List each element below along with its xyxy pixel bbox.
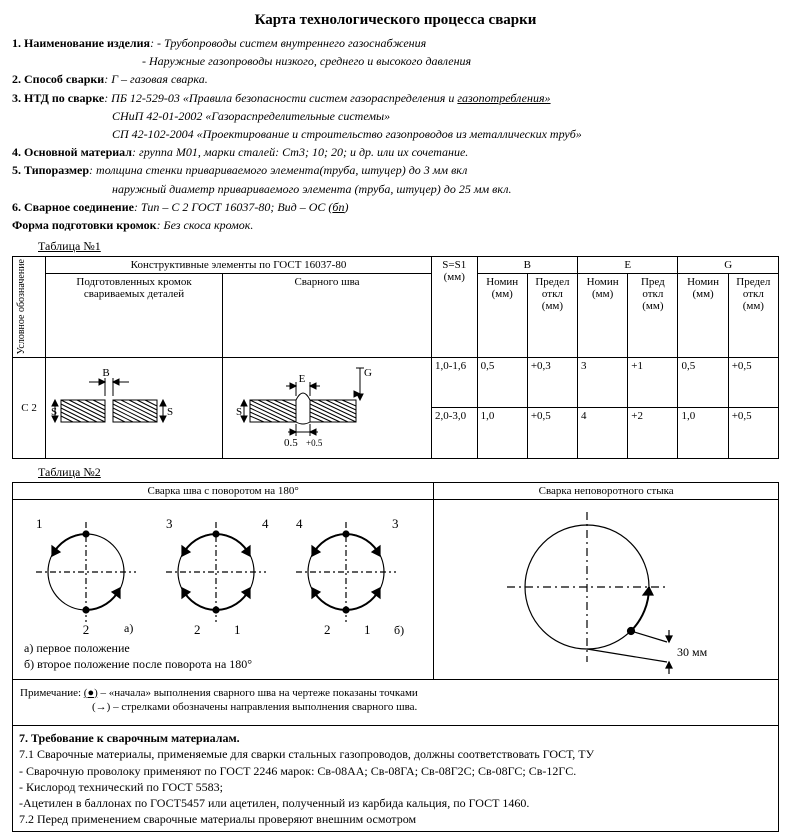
t1-r0-ep: +1 [628, 357, 678, 408]
t1-r1-s: 2,0-3,0 [431, 408, 477, 459]
header-line: - Наружные газопроводы низкого, среднего… [142, 53, 779, 69]
svg-text:б): б) [394, 623, 404, 637]
t1-b-nomin: Номин (мм) [477, 274, 527, 357]
t1-r1-gp: +0,5 [728, 408, 778, 459]
header-line: 2. Способ сварки: Г – газовая сварка. [12, 71, 779, 87]
s7-l1: - Сварочную проволоку применяют по ГОСТ … [19, 763, 772, 779]
t1-sub1: Подготовленных кромок свариваемых детале… [46, 274, 223, 357]
header-line: Форма подготовки кромок: Без скоса кромо… [12, 217, 779, 233]
svg-text:4: 4 [262, 516, 269, 531]
section-7: 7. Требование к сварочным материалам. 7.… [12, 726, 779, 832]
t1-group-e: Е [578, 257, 678, 274]
t1-g-pred: Предел откл (мм) [728, 274, 778, 357]
svg-text:2: 2 [194, 622, 201, 637]
t1-r1-gn: 1,0 [678, 408, 728, 459]
svg-text:S: S [167, 406, 173, 418]
t1-r1-bn: 1,0 [477, 408, 527, 459]
t2-note-cell: Примечание: (●) – «начала» выполнения св… [13, 679, 779, 726]
header-line: СП 42-102-2004 «Проектирование и строите… [112, 126, 779, 142]
page-title: Карта технологического процесса сварки [12, 12, 779, 29]
svg-text:S: S [236, 406, 242, 418]
svg-text:а) первое положение: а) первое положение [24, 641, 130, 655]
t1-r0-s: 1,0-1,6 [431, 357, 477, 408]
svg-text:S: S [51, 406, 57, 418]
s7-l4: 7.2 Перед применением сварочные материал… [19, 811, 772, 827]
t1-e-nomin: Номин (мм) [578, 274, 628, 357]
t1-r0-gp: +0,5 [728, 357, 778, 408]
svg-text:2: 2 [83, 622, 90, 637]
note-sym1: (●) [84, 687, 98, 699]
svg-text:1: 1 [364, 622, 371, 637]
t1-group-g: G [678, 257, 779, 274]
svg-text:1: 1 [36, 516, 43, 531]
t1-r0-bn: 0,5 [477, 357, 527, 408]
note-2: – стрелками обозначены направления выпол… [113, 701, 417, 713]
svg-text:+0.5: +0.5 [306, 438, 323, 448]
svg-text:1: 1 [234, 622, 241, 637]
svg-text:30 мм: 30 мм [677, 645, 708, 659]
s7-title: 7. Требование к сварочным материалам. [19, 730, 772, 746]
t1-diagram-1: B S S [46, 357, 223, 458]
t1-diagram-2: E G S 0.5 +0.5 [223, 357, 432, 458]
s7-l0: 7.1 Сварочные материалы, применяемые для… [19, 746, 772, 762]
note-lead: Примечание: [20, 687, 81, 699]
header-line: 1. Наименование изделия: - Трубопроводы … [12, 35, 779, 51]
t2-diagram-right: 30 мм [434, 499, 779, 679]
svg-text:б) второе положение после пово: б) второе положение после поворота на 18… [24, 657, 252, 671]
svg-text:4: 4 [296, 516, 303, 531]
header-line: 6. Сварное соединение: Тип – С 2 ГОСТ 16… [12, 199, 779, 215]
t1-vheader: Условное обозначение [16, 259, 27, 354]
t2-diagram-left: 1 2 а) 3 4 [13, 499, 434, 679]
t1-r1-bp: +0,5 [527, 408, 577, 459]
header-line: 3. НТД по сварке: ПБ 12-529-03 «Правила … [12, 90, 779, 106]
t2-h2: Сварка неповоротного стыка [434, 482, 779, 499]
table1-label: Таблица №1 [38, 239, 779, 254]
t1-e-pred: Пред откл (мм) [628, 274, 678, 357]
t1-top-span: Конструктивные элементы по ГОСТ 16037-80 [46, 257, 432, 274]
header-line: наружный диаметр привариваемого элемента… [112, 181, 779, 197]
svg-text:G: G [364, 367, 372, 379]
t1-b-pred: Предел откл (мм) [527, 274, 577, 357]
header-items: 1. Наименование изделия: - Трубопроводы … [12, 35, 779, 233]
t1-s-col: S=S1 (мм) [431, 257, 477, 357]
t1-sub2: Сварного шва [223, 274, 432, 357]
t2-h1: Сварка шва с поворотом на 180° [13, 482, 434, 499]
t1-r0-bp: +0,3 [527, 357, 577, 408]
t1-r0-en: 3 [578, 357, 628, 408]
t1-row-label: С 2 [13, 357, 46, 458]
svg-text:3: 3 [392, 516, 399, 531]
table-2: Сварка шва с поворотом на 180° Сварка не… [12, 482, 779, 727]
note-1: – «начала» выполнения сварного шва на че… [101, 687, 418, 699]
table-1: Условное обозначение Конструктивные элем… [12, 256, 779, 458]
svg-text:B: B [102, 367, 109, 379]
table2-label: Таблица №2 [38, 465, 779, 480]
note-sym2: (→) [92, 701, 110, 713]
t1-group-b: В [477, 257, 577, 274]
svg-text:2: 2 [324, 622, 331, 637]
svg-text:а): а) [124, 621, 133, 635]
t1-g-nomin: Номин (мм) [678, 274, 728, 357]
svg-text:0.5: 0.5 [284, 437, 298, 449]
header-line: 5. Типоразмер: толщина стенки приваривае… [12, 162, 779, 178]
svg-text:3: 3 [166, 516, 173, 531]
header-line: 4. Основной материал: группа М01, марки … [12, 144, 779, 160]
s7-l3: -Ацетилен в баллонах по ГОСТ5457 или аце… [19, 795, 772, 811]
t1-r0-gn: 0,5 [678, 357, 728, 408]
svg-text:E: E [299, 373, 306, 385]
header-line: СНиП 42-01-2002 «Газораспределительные с… [112, 108, 779, 124]
s7-l2: - Кислород технический по ГОСТ 5583; [19, 779, 772, 795]
t1-r1-ep: +2 [628, 408, 678, 459]
t1-r1-en: 4 [578, 408, 628, 459]
